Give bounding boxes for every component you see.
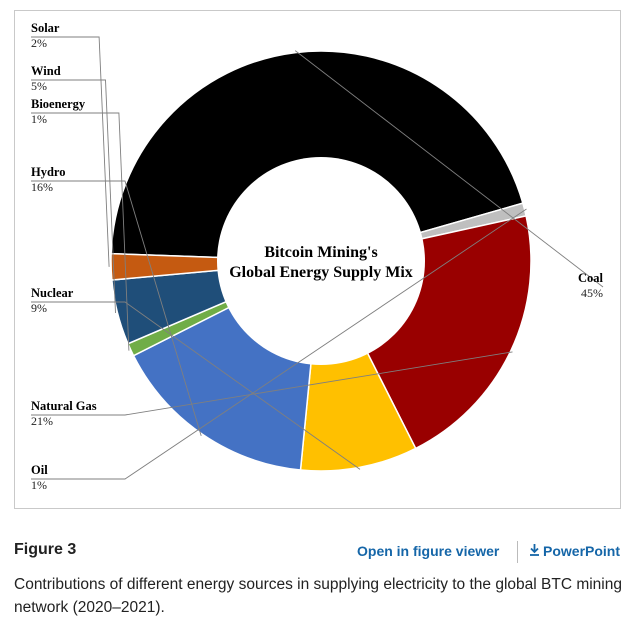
label-oil: Oil bbox=[31, 463, 48, 477]
label-bioenergy: Bioenergy bbox=[31, 97, 86, 111]
download-icon bbox=[529, 543, 540, 559]
value-label-wind: 5% bbox=[31, 79, 47, 93]
figure-frame: Coal 45% Oil 1% Natural Gas 21% Nuclear 9% Hydro… bbox=[14, 10, 621, 509]
label-solar: Solar bbox=[31, 21, 60, 35]
leader-line-natural-gas bbox=[31, 351, 513, 416]
label-wind: Wind bbox=[31, 64, 61, 78]
leader-line-wind bbox=[31, 79, 116, 314]
label-natural-gas: Natural Gas bbox=[31, 399, 97, 413]
leader-lines bbox=[31, 36, 604, 480]
leader-line-coal bbox=[294, 50, 604, 288]
label-coal: Coal bbox=[578, 271, 604, 285]
chart-title-line2: Global Energy Supply Mix bbox=[229, 264, 413, 281]
label-hydro: Hydro bbox=[31, 165, 66, 179]
value-label-coal: 45% bbox=[581, 286, 603, 300]
figure-label: Figure 3 bbox=[14, 541, 77, 558]
chart-title-line1: Bitcoin Mining's bbox=[264, 244, 377, 261]
label-nuclear: Nuclear bbox=[31, 286, 74, 300]
leader-line-nuclear bbox=[31, 301, 361, 470]
open-figure-viewer-link[interactable]: Open in figure viewer bbox=[357, 543, 500, 559]
leader-line-bioenergy bbox=[31, 112, 130, 351]
leader-line-oil bbox=[31, 208, 527, 480]
value-label-solar: 2% bbox=[31, 36, 47, 50]
link-divider bbox=[517, 541, 518, 563]
leader-line-hydro bbox=[31, 180, 202, 437]
leader-line-solar bbox=[31, 36, 110, 267]
value-label-bioenergy: 1% bbox=[31, 112, 47, 126]
value-label-hydro: 16% bbox=[31, 180, 53, 194]
powerpoint-label: PowerPoint bbox=[543, 543, 621, 559]
value-label-oil: 1% bbox=[31, 478, 47, 492]
figure-caption: Contributions of different energy source… bbox=[14, 576, 622, 616]
value-label-nuclear: 9% bbox=[31, 301, 47, 315]
slice-coal bbox=[110, 50, 524, 262]
value-label-natural-gas: 21% bbox=[31, 414, 53, 428]
donut-hole bbox=[217, 157, 425, 365]
powerpoint-download-link[interactable]: PowerPoint bbox=[529, 543, 620, 559]
figure-header-row: Figure 3 Open in figure viewer PowerPoin… bbox=[14, 541, 625, 565]
